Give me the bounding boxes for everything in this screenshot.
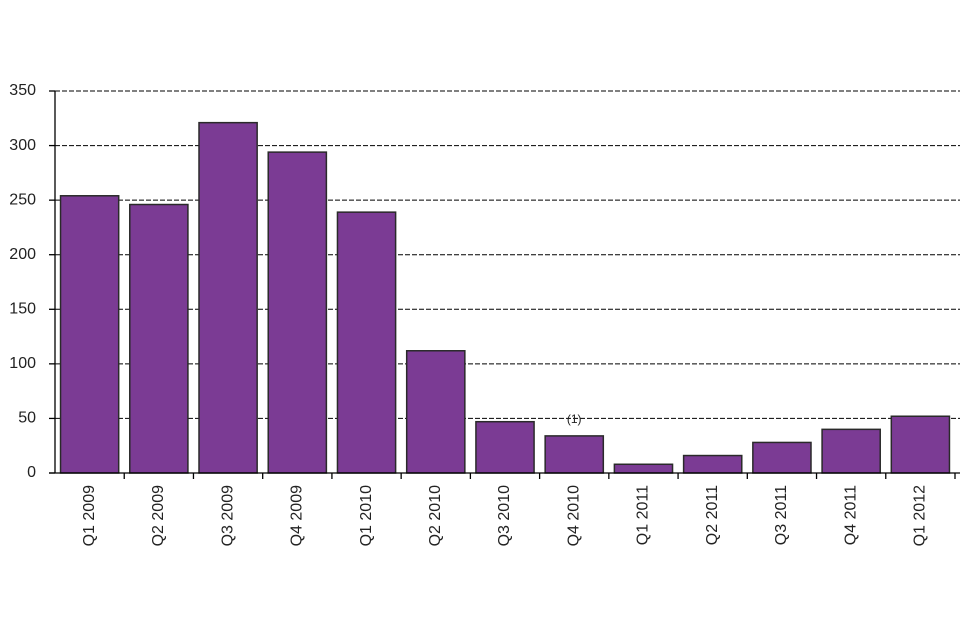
bar bbox=[405, 350, 466, 474]
x-tick-label: Q3 2010 bbox=[496, 485, 513, 546]
y-tick-label: 350 bbox=[9, 82, 36, 99]
x-tick-label: Q2 2011 bbox=[704, 485, 721, 545]
y-tick-label: 150 bbox=[9, 301, 36, 318]
y-tick-label: 0 bbox=[27, 464, 36, 481]
x-tick-label: Q1 2010 bbox=[358, 485, 375, 546]
bar bbox=[198, 121, 258, 474]
bar bbox=[59, 195, 120, 474]
bar bbox=[613, 463, 674, 474]
bar bbox=[336, 211, 397, 474]
bar bbox=[890, 415, 951, 474]
bar bbox=[544, 435, 605, 474]
bar bbox=[821, 428, 881, 474]
y-tick-label: 300 bbox=[9, 137, 36, 154]
bar bbox=[752, 441, 812, 474]
x-tick-label: Q3 2011 bbox=[773, 485, 790, 545]
x-tick-label: Q4 2011 bbox=[842, 485, 859, 545]
bar bbox=[267, 151, 328, 474]
bar bbox=[129, 203, 189, 474]
y-tick-label: 100 bbox=[9, 355, 36, 372]
x-tick-label: Q2 2010 bbox=[427, 485, 444, 546]
x-tick-label: Q4 2010 bbox=[565, 485, 582, 546]
annotation: (1) bbox=[567, 412, 582, 426]
x-tick-label: Q3 2009 bbox=[219, 485, 236, 546]
y-tick-label: 50 bbox=[18, 410, 36, 427]
x-tick-label: Q4 2009 bbox=[289, 485, 306, 546]
y-tick-label: 200 bbox=[9, 246, 36, 263]
bar bbox=[682, 454, 743, 474]
y-tick-label: 250 bbox=[9, 191, 36, 208]
x-tick-label: Q2 2009 bbox=[150, 485, 167, 546]
x-tick-label: Q1 2012 bbox=[912, 485, 929, 546]
x-tick-label: Q1 2009 bbox=[81, 485, 98, 546]
bar bbox=[475, 420, 535, 474]
x-tick-label: Q1 2011 bbox=[635, 485, 652, 545]
